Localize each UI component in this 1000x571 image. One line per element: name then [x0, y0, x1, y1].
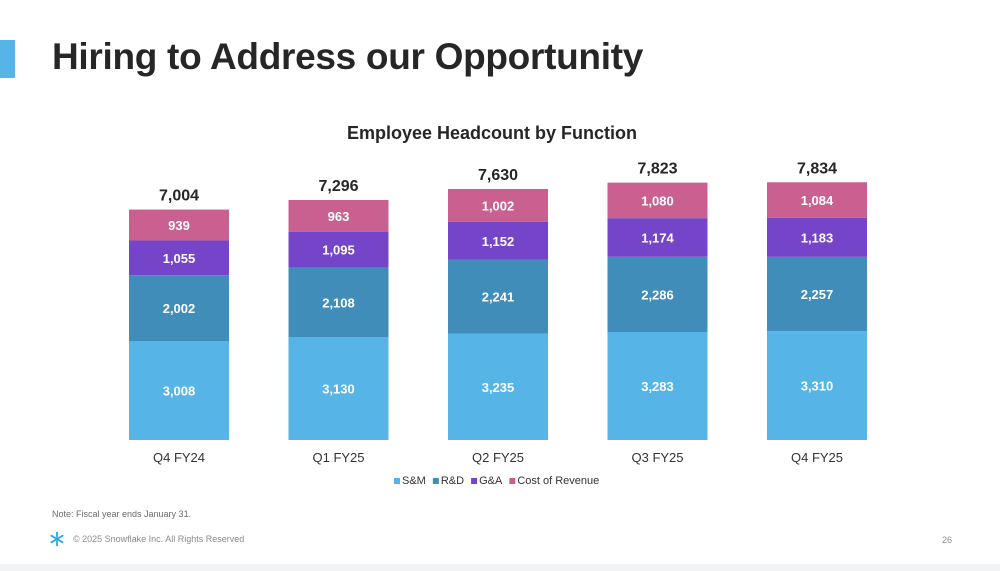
page-number: 26 — [941, 535, 952, 545]
data-label: 2,286 — [641, 287, 674, 302]
snowflake-logo-icon — [50, 531, 64, 547]
x-tick-label: Q3 FY25 — [631, 450, 683, 465]
bar-segment-cost-of-revenue-3 — [607, 182, 708, 219]
bar-segment-cost-of-revenue-4 — [767, 182, 867, 218]
bar-segment-cost-of-revenue-0 — [129, 209, 229, 241]
total-label: 7,834 — [797, 160, 837, 177]
bar-segment-s-m-4 — [767, 331, 867, 440]
bar-segment-g-a-2 — [448, 221, 548, 260]
x-tick-label: Q1 FY25 — [312, 450, 364, 465]
data-label: 2,241 — [482, 290, 515, 305]
legend-label: G&A — [479, 475, 503, 487]
legend-swatch-g-a — [471, 478, 478, 484]
data-label: 2,108 — [322, 295, 355, 310]
bar-segment-r-d-1 — [288, 267, 389, 338]
legend-swatch-cost-of-revenue — [509, 478, 516, 484]
bar-segment-r-d-3 — [607, 256, 708, 332]
data-label: 3,235 — [482, 380, 515, 395]
bar-segment-s-m-2 — [448, 333, 548, 440]
total-label: 7,296 — [318, 178, 358, 195]
data-label: 1,174 — [641, 230, 674, 245]
bar-segment-g-a-1 — [288, 231, 389, 268]
data-label: 1,095 — [322, 243, 355, 258]
legend-swatch-r-d — [432, 478, 439, 484]
page-title: Hiring to Address our Opportunity — [52, 36, 643, 77]
legend-label: Cost of Revenue — [517, 475, 599, 487]
copyright-text: © 2025 Snowflake Inc. All Rights Reserve… — [73, 534, 245, 544]
data-label: 2,002 — [163, 301, 196, 316]
data-label: 963 — [328, 209, 350, 224]
chart-title: Employee Headcount by Function — [347, 123, 637, 143]
data-label: 1,152 — [482, 234, 515, 249]
bar-segment-cost-of-revenue-1 — [288, 199, 389, 232]
bar-segment-g-a-0 — [129, 240, 229, 276]
legend-swatch-s-m — [394, 478, 400, 484]
title-accent-bar — [0, 40, 15, 78]
footnote: Note: Fiscal year ends January 31. — [52, 509, 192, 519]
bar-segment-r-d-0 — [129, 275, 229, 342]
data-label: 1,080 — [641, 193, 674, 208]
bar-segment-s-m-0 — [129, 341, 229, 440]
bar-segment-cost-of-revenue-2 — [448, 188, 548, 222]
data-label: 3,008 — [163, 384, 196, 399]
bar-segment-g-a-4 — [767, 217, 867, 257]
legend-label: R&D — [441, 475, 464, 487]
x-tick-label: Q2 FY25 — [472, 450, 524, 465]
bar-segment-s-m-3 — [607, 331, 708, 440]
headcount-chart: Employee Headcount by Function 3,008 2,002… — [129, 123, 867, 487]
bar-segment-g-a-3 — [607, 218, 708, 257]
total-label: 7,630 — [478, 167, 518, 184]
data-label: 3,310 — [801, 379, 834, 394]
data-label: 3,283 — [641, 379, 674, 394]
data-label: 1,002 — [482, 198, 515, 213]
total-label: 7,004 — [159, 188, 199, 205]
bar-segment-r-d-4 — [767, 256, 867, 332]
data-label: 939 — [168, 218, 190, 233]
bar-segment-r-d-2 — [448, 259, 548, 334]
data-label: 1,183 — [801, 230, 834, 245]
data-label: 2,257 — [801, 287, 834, 302]
bar-segment-s-m-1 — [288, 337, 389, 440]
x-tick-label: Q4 FY24 — [153, 450, 205, 465]
data-label: 1,055 — [163, 251, 196, 266]
total-label: 7,823 — [637, 161, 677, 178]
data-label: 1,084 — [801, 193, 834, 208]
x-tick-label: Q4 FY25 — [791, 450, 843, 465]
legend-label: S&M — [402, 475, 426, 487]
data-label: 3,130 — [322, 382, 355, 397]
